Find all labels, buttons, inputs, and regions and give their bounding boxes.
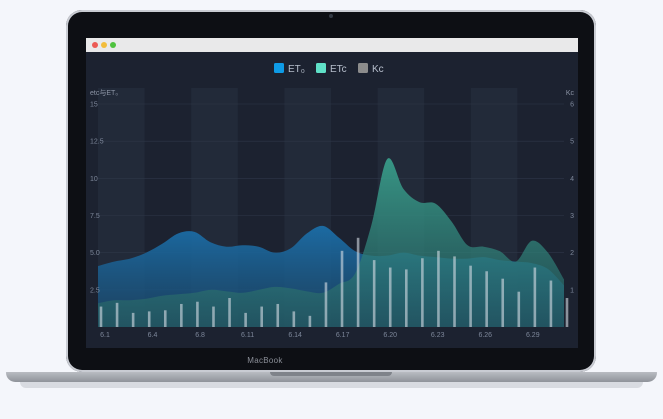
kc-bar [469, 265, 472, 327]
kc-bar [260, 306, 263, 327]
app-window: ET₀ ETc Kc 15 12.5 10 7.5 5.0 2.5 6 5 4 3 2 1 6.1 6.4… [86, 38, 578, 348]
kc-bar [549, 280, 553, 327]
close-window-button[interactable] [92, 42, 98, 48]
kc-bar [276, 303, 280, 327]
kc-bar [533, 267, 537, 327]
legend-swatch[interactable] [316, 63, 326, 73]
y-left-tick-label: 2.5 [90, 287, 100, 294]
x-tick-label: 6.14 [288, 332, 302, 339]
legend-label[interactable]: Kc [372, 64, 384, 75]
x-tick-label: 6.11 [241, 332, 254, 339]
x-tick-label: 6.29 [526, 332, 540, 339]
kc-bar [212, 306, 215, 327]
y-left-title: etc与ET₀ [90, 89, 118, 97]
kc-bar [356, 237, 360, 327]
y-right-tick-label: 4 [570, 176, 574, 183]
legend-swatch[interactable] [274, 63, 284, 73]
minimize-window-button[interactable] [101, 42, 107, 48]
y-right-tick-label: 5 [570, 139, 574, 146]
laptop-notch [270, 372, 392, 376]
kc-bar [131, 312, 135, 327]
x-tick-label: 6.23 [431, 332, 445, 339]
x-tick-label: 6.4 [148, 332, 158, 339]
x-tick-label: 6.26 [478, 332, 492, 339]
kc-bar [99, 306, 103, 327]
zoom-window-button[interactable] [110, 42, 116, 48]
kc-bar [244, 312, 247, 327]
y-right-title: Kc [566, 90, 575, 97]
kc-bar [421, 258, 424, 327]
kc-bar [196, 301, 199, 327]
legend-swatch[interactable] [358, 63, 368, 73]
laptop-shadow [20, 382, 643, 388]
y-left-tick-label: 5.0 [90, 250, 100, 257]
kc-bar [115, 302, 119, 327]
y-right-tick-label: 3 [570, 213, 574, 220]
y-left-tick-label: 15 [90, 102, 98, 109]
window-titlebar[interactable] [86, 38, 578, 52]
legend-label[interactable]: ET₀ [288, 64, 305, 75]
y-right-tick-label: 6 [570, 102, 574, 109]
laptop-base [6, 372, 657, 382]
kc-bar [501, 278, 505, 327]
kc-bar [163, 310, 167, 327]
x-tick-label: 6.20 [383, 332, 397, 339]
kc-bar [565, 298, 569, 327]
kc-bar [292, 311, 296, 327]
kc-bar [180, 303, 183, 327]
kc-bar [517, 291, 521, 327]
y-left-tick-label: 10 [90, 176, 98, 183]
series-etc-area [98, 158, 564, 327]
kc-bar [453, 256, 456, 327]
kc-bar [485, 271, 488, 327]
y-right-tick-label: 1 [570, 287, 574, 294]
kc-bar [147, 311, 151, 327]
legend: ET₀ ETc Kc [274, 63, 384, 75]
kc-bar [340, 250, 344, 327]
y-right-tick-label: 2 [570, 250, 574, 257]
x-tick-label: 6.8 [195, 332, 205, 339]
kc-bar [324, 282, 328, 327]
kc-bar [372, 260, 376, 327]
device-brand: MacBook [247, 356, 283, 365]
kc-bar [437, 250, 440, 327]
x-tick-label: 6.1 [100, 332, 110, 339]
kc-bar [388, 267, 392, 327]
x-tick-label: 6.17 [336, 332, 350, 339]
kc-bar [228, 298, 231, 327]
kc-bar [308, 315, 312, 327]
camera-icon [329, 14, 333, 18]
legend-label[interactable]: ETc [330, 64, 347, 75]
et-chart: ET₀ ETc Kc 15 12.5 10 7.5 5.0 2.5 6 5 4 3 2 1 6.1 6.4… [90, 63, 575, 339]
y-left-tick-label: 12.5 [90, 139, 104, 146]
y-left-tick-label: 7.5 [90, 213, 100, 220]
kc-bar [405, 269, 408, 327]
